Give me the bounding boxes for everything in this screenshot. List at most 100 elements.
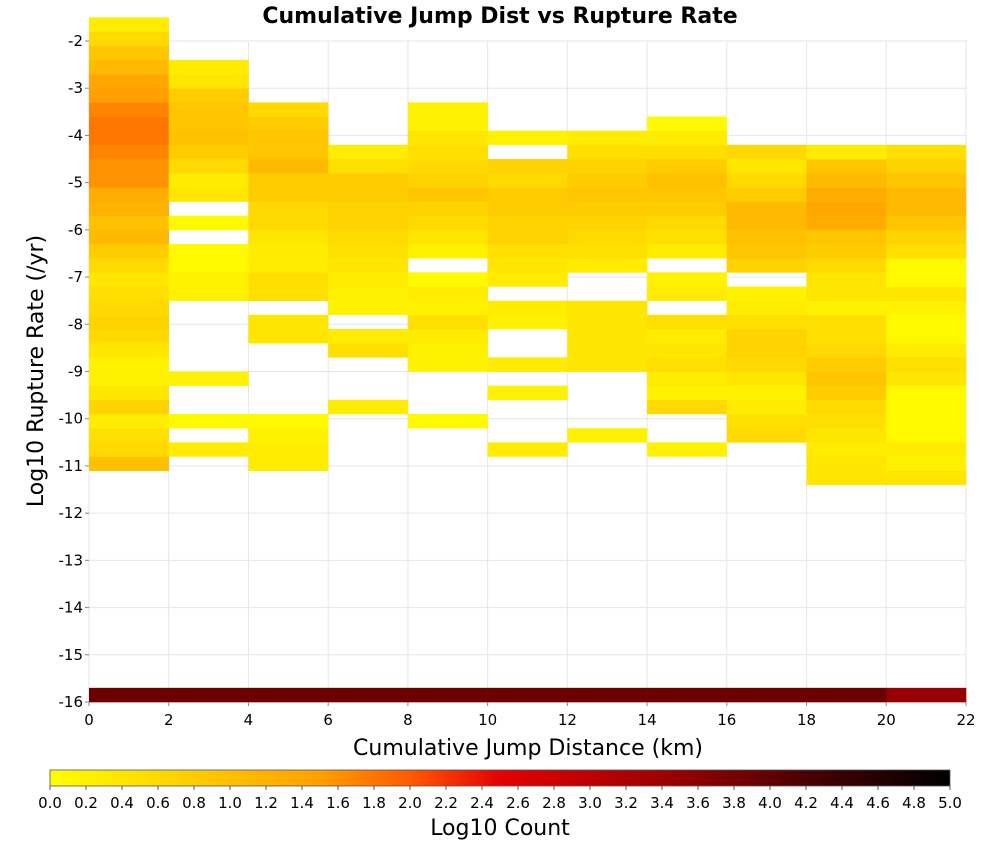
heatmap-cell [328,215,409,231]
heatmap-cell [726,187,807,202]
colorbar [49,769,951,787]
heatmap-cell [328,286,409,301]
colorbar-tick-label: 3.2 [614,794,638,812]
heatmap-cell [487,173,568,188]
heatmap-cell [407,314,488,330]
colorbar-tick-label: 1.2 [254,794,278,812]
heatmap-cell [89,229,170,245]
heatmap-cell [89,201,170,216]
heatmap-cell [886,215,967,231]
heatmap-cell [806,272,887,287]
heatmap-cell [647,144,728,160]
heatmap-cell [407,102,488,117]
heatmap-cell [407,300,488,316]
heatmap-cell [806,413,887,429]
y-tick-label: -14 [59,599,84,617]
heatmap-cell [726,357,807,372]
heatmap-cell [89,314,170,330]
x-tick-label: 0 [84,711,94,729]
heatmap-cell [248,456,329,471]
colorbar-tick-label: 2.0 [398,794,422,812]
colorbar-tick-label: 0.0 [38,794,62,812]
x-tick-label: 8 [403,711,413,729]
heatmap-cell [806,215,887,231]
heatmap-cell [89,272,170,287]
heatmap-cell [407,687,488,703]
heatmap-cell [886,385,967,401]
heatmap-cell [726,428,807,443]
heatmap-cell [886,258,967,273]
heatmap-cell [487,442,568,457]
heatmap-cell [647,371,728,386]
heatmap-cell [89,258,170,273]
heatmap-cell [407,173,488,188]
heatmap-cell [567,173,648,188]
heatmap-cell [168,413,249,429]
heatmap-cell [647,343,728,358]
heatmap-cell [328,329,409,344]
heatmap-cell [407,201,488,216]
heatmap-cell [567,343,648,358]
colorbar-tick-label: 3.0 [578,794,602,812]
heatmap-cell [248,428,329,443]
heatmap-cell [89,116,170,131]
x-tick-label: 2 [164,711,174,729]
heatmap-cell [248,229,329,245]
heatmap-cell [407,244,488,259]
heatmap-cell [567,201,648,216]
heatmap-cell [248,201,329,216]
y-tick-label: -12 [59,504,84,522]
heatmap-cell [89,31,170,47]
y-tick-label: -3 [68,79,83,97]
heatmap-cell [168,88,249,103]
y-tick-label: -11 [59,457,84,475]
heatmap-cell [248,329,329,344]
heatmap-cell [248,413,329,429]
heatmap-cell [567,300,648,316]
colorbar-tick-label: 4.6 [866,794,890,812]
heatmap-cell [248,286,329,301]
y-tick-label: -16 [59,693,84,711]
heatmap-cell [726,314,807,330]
heatmap-cell [168,116,249,131]
heatmap-cell [248,272,329,287]
y-tick-label: -6 [68,221,83,239]
heatmap-cell [89,399,170,415]
heatmap-cell [248,159,329,174]
heatmap-cell [726,687,807,703]
heatmap-cell [89,17,170,32]
heatmap-cell [806,385,887,401]
heatmap-cell [89,215,170,231]
heatmap-cell [407,229,488,245]
heatmap-cell [89,159,170,174]
heatmap-cell [89,300,170,316]
heatmap-cell [647,244,728,259]
heatmap-cell [248,187,329,202]
heatmap-cell [567,329,648,344]
x-tick-label: 6 [323,711,333,729]
heatmap-cell [647,173,728,188]
heatmap-cell [806,442,887,457]
heatmap-cell [487,229,568,245]
heatmap-cell [886,399,967,415]
heatmap-cell [248,144,329,160]
heatmap-cell [567,144,648,160]
heatmap-cell [806,144,887,160]
heatmap-cell [487,357,568,372]
heatmap-cell [886,329,967,344]
heatmap-cell [328,244,409,259]
heatmap-cell [168,258,249,273]
x-tick-label: 14 [638,711,657,729]
heatmap-cell [89,357,170,372]
heatmap-cell [407,357,488,372]
heatmap-cell [487,314,568,330]
heatmap-cell [567,215,648,231]
colorbar-tick-label: 4.2 [794,794,818,812]
heatmap-cell [168,173,249,188]
colorbar-tick-label: 0.6 [146,794,170,812]
heatmap-cell [726,300,807,316]
heatmap-cell [328,687,409,703]
heatmap-cell [89,286,170,301]
y-tick-label: -8 [68,315,83,333]
heatmap-cell [248,215,329,231]
